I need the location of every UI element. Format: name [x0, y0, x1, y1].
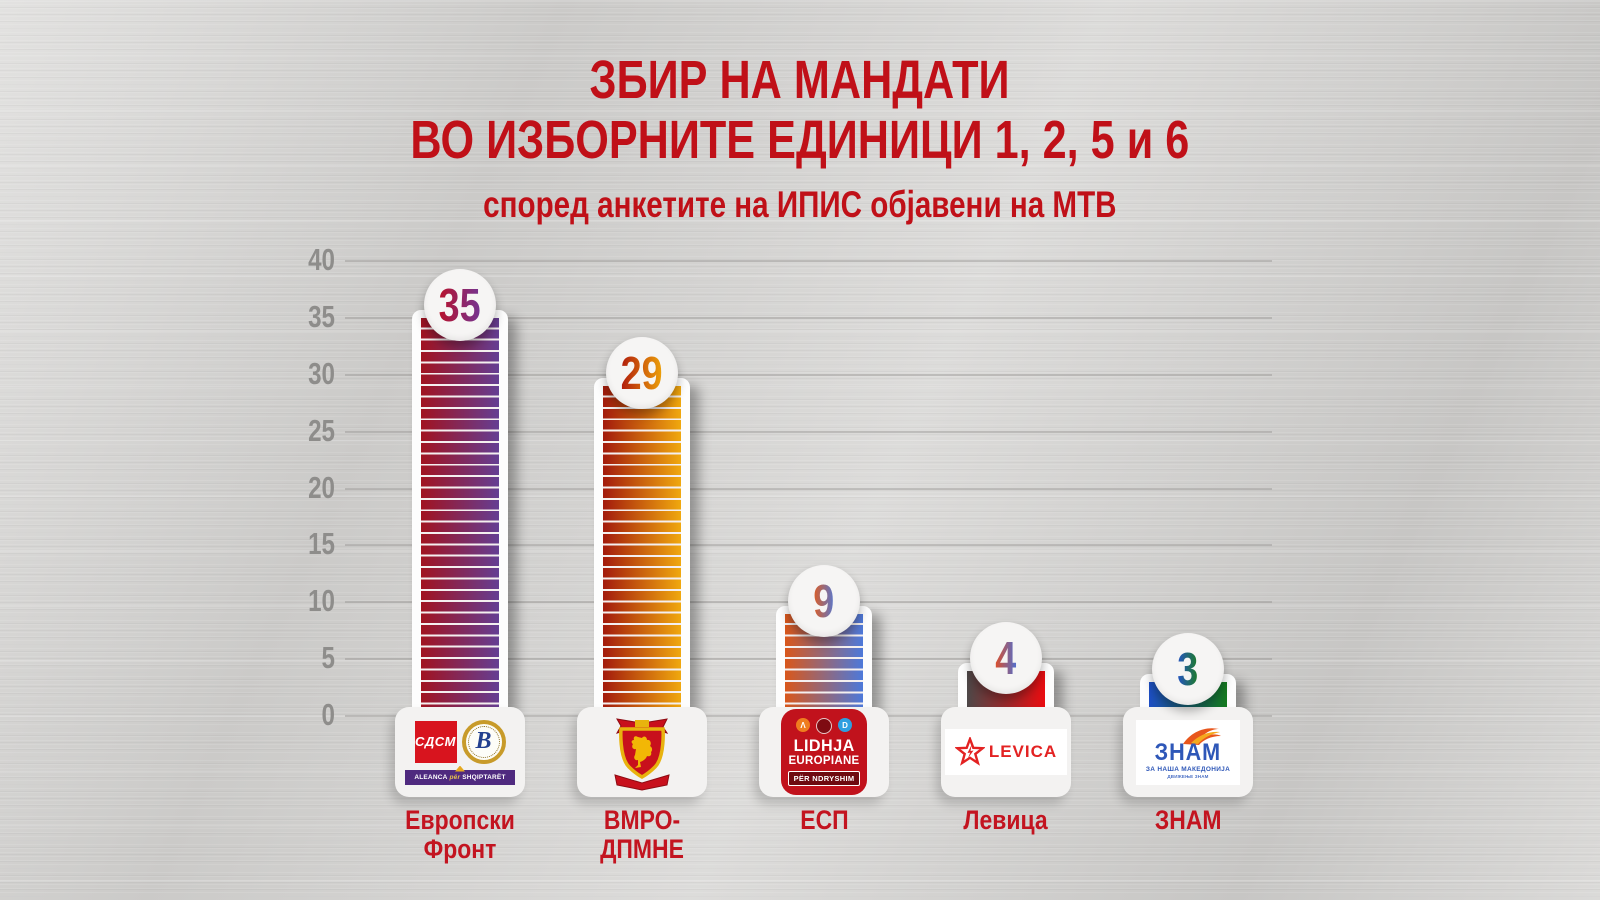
value-label: 29	[621, 347, 663, 400]
y-tick-label: 5	[321, 640, 335, 676]
esp-dot-icon	[816, 718, 832, 734]
category-label: Европски Фронт	[405, 805, 515, 864]
value-badge: 4	[970, 621, 1042, 694]
value-badge: 3	[1152, 632, 1224, 705]
y-tick-label: 20	[308, 469, 335, 505]
chart-header: ЗБИР НА МАНДАТИ ВО ИЗБОРНИТЕ ЕДИНИЦИ 1, …	[0, 50, 1600, 226]
value-label: 35	[439, 278, 481, 331]
esp-dot-icon: Λ	[796, 718, 810, 732]
y-tick-label: 25	[308, 412, 335, 448]
category-label: Левица	[963, 805, 1049, 835]
chart-title-line2: ВО ИЗБОРНИТЕ ЕДИНИЦИ 1, 2, 5 и 6	[410, 110, 1190, 170]
gridline	[345, 430, 1272, 433]
esp-dot-icon: D	[838, 718, 852, 732]
category-label: ЗНАМ	[1154, 805, 1222, 835]
bar-column-levica: 4 LEVICA Левица	[915, 0, 1097, 900]
y-tick-label: 35	[308, 298, 335, 334]
bar-vmro-dpmne	[603, 386, 681, 714]
value-badge: 35	[424, 268, 496, 341]
y-tick-label: 0	[321, 697, 335, 732]
bar-evropski-front	[421, 317, 499, 714]
category-label: ЕСП	[799, 805, 849, 835]
logo-card-esp: Λ D LIDHJA EUROPIANE PËR NDRYSHIM	[759, 707, 889, 797]
y-tick-label: 30	[308, 355, 335, 391]
sdsm-logo: СДСМ	[414, 720, 457, 763]
vmro-lion-emblem-icon	[614, 718, 670, 791]
value-label: 9	[813, 574, 835, 627]
gridline	[345, 316, 1272, 319]
logo-card-vmro-dpmne	[577, 707, 707, 797]
gridline	[345, 373, 1272, 376]
levica-star-icon	[954, 737, 985, 766]
value-label: 4	[995, 631, 1017, 684]
value-badge: 29	[606, 337, 678, 410]
chart-subtitle: според анкетите на ИПИС објавени на МТВ	[483, 184, 1117, 225]
bar-column-esp: 9 Λ D LIDHJA EUROPIANE PËR NDRYSHIM ЕСП	[733, 0, 915, 900]
bar-column-evropski-front: 35 СДСМ B ALEANCA për SHQIPTARËT Европски …	[369, 0, 551, 900]
logo-card-evropski-front: СДСМ B ALEANCA për SHQIPTARËT	[395, 707, 525, 797]
logo-card-znam: ЗНАМ ЗА НАША МАКЕДОНИЈА ДВИЖЕЊЕ ЗНАМ	[1123, 707, 1253, 797]
y-tick-label: 10	[308, 583, 335, 619]
y-tick-label: 15	[308, 526, 335, 562]
gridline	[345, 487, 1272, 490]
lidhja-europiane-logo: Λ D LIDHJA EUROPIANE PËR NDRYSHIM	[781, 709, 867, 795]
bar-column-vmro-dpmne: 29 ВМРО-ДПМНЕ	[551, 0, 733, 900]
bar-column-znam: 3 ЗНАМ ЗА НАША МАКЕДОНИЈА ДВИЖЕЊЕ ЗНАМ З…	[1097, 0, 1279, 900]
bar-frame	[594, 378, 690, 718]
gridline	[345, 544, 1272, 547]
aleanca-logo: ALEANCA për SHQIPTARËT	[405, 769, 515, 785]
value-badge: 9	[788, 564, 860, 637]
gridline	[345, 260, 1272, 262]
znam-flame-icon	[1182, 727, 1221, 745]
value-label: 3	[1177, 642, 1199, 695]
logo-card-levica: LEVICA	[941, 707, 1071, 797]
category-label: ВМРО-ДПМНЕ	[600, 805, 684, 864]
chart-title-line1: ЗБИР НА МАНДАТИ	[589, 50, 1011, 110]
y-tick-label: 40	[308, 242, 335, 277]
bar-frame	[412, 309, 508, 718]
besa-emblem-icon: B	[461, 719, 506, 764]
